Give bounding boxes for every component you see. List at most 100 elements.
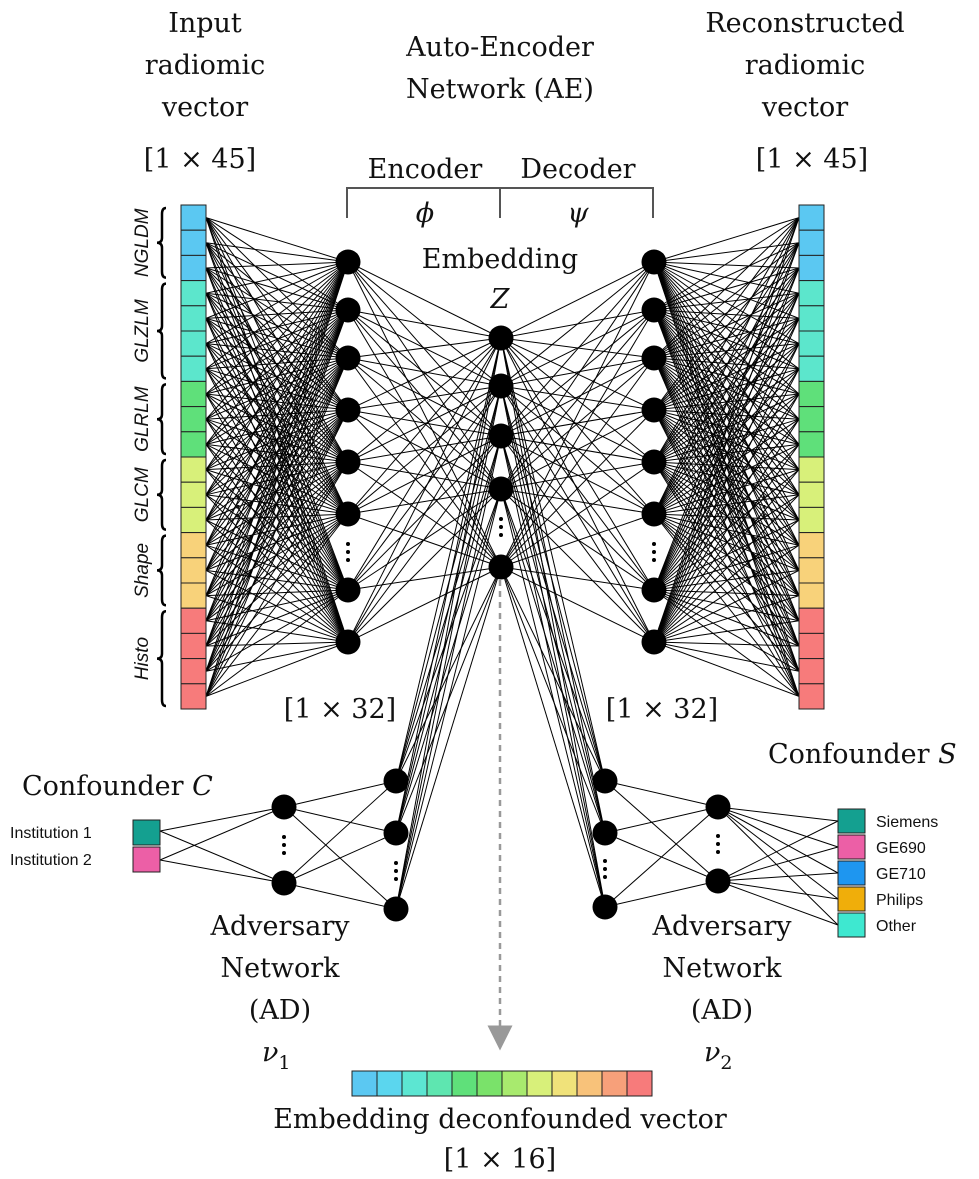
encoder-embedding-edge xyxy=(347,357,502,437)
embedding-adversary-right-edge xyxy=(500,385,606,782)
adversary-left-label-3: (AD) xyxy=(249,995,311,1026)
input-vector-cell xyxy=(180,254,207,282)
encoder-node xyxy=(335,297,361,323)
embedding-node xyxy=(488,423,514,449)
adversary-left-ellipsis xyxy=(282,843,286,847)
adversary-right-output-edge xyxy=(717,806,839,926)
decoder-output-edge xyxy=(653,309,800,445)
right-confounder-cell xyxy=(837,834,866,860)
input-encoder-edge xyxy=(205,261,349,445)
adversary-left-ellipsis xyxy=(394,869,398,873)
output-label-2: radiomic xyxy=(745,50,866,81)
embedding-deconfounded-vector xyxy=(351,1070,653,1097)
encoder-embedding-edge xyxy=(347,385,502,515)
output-vector-cell xyxy=(798,506,825,534)
decoder-output-edge xyxy=(653,242,800,359)
decoder-output-edge xyxy=(653,261,800,496)
encoder-embedding-edge xyxy=(347,337,502,515)
decoder-output-edge xyxy=(653,357,800,571)
encoder-embedding-edge xyxy=(347,435,502,591)
decoder-output-edge xyxy=(653,242,800,311)
embedding-decoder-edge xyxy=(500,435,655,463)
group-label-glzlm: GLZLM xyxy=(132,299,153,363)
adversary-left-symbol: ν1 xyxy=(262,1037,291,1074)
adversary-left-node xyxy=(271,870,297,896)
output-vector-cell xyxy=(798,431,825,458)
input-encoder-edge xyxy=(205,261,349,546)
decoder-output-edge xyxy=(653,309,800,395)
decoder-output-edge xyxy=(653,589,800,697)
decoder-node xyxy=(641,577,667,603)
input-vector-cell xyxy=(180,632,207,660)
adversary-right-edge xyxy=(604,806,719,834)
input-encoder-edge xyxy=(205,261,349,370)
adversary-left-node xyxy=(383,768,409,794)
input-encoder-edge xyxy=(205,242,349,263)
group-brace xyxy=(156,534,167,607)
input-encoder-edge xyxy=(205,267,349,311)
input-dimension: [1 × 45] xyxy=(144,144,256,175)
embedding-adversary-right-edge xyxy=(500,488,606,834)
bottom-vector-cell xyxy=(626,1070,653,1097)
decoder-output-edge xyxy=(653,261,800,672)
adversary-right-output-edge xyxy=(717,806,839,822)
encoder-ellipsis xyxy=(346,550,350,554)
adversary-right-node xyxy=(592,820,618,846)
group-brace xyxy=(156,383,167,456)
input-vector-cell xyxy=(180,280,207,307)
adversary-left-label-1: Adversary xyxy=(209,911,350,942)
output-vector-cell xyxy=(798,683,825,710)
decoder-output-edge xyxy=(653,513,800,672)
right-confounder-category: Siemens xyxy=(876,814,938,831)
input-vector-cell xyxy=(180,330,207,357)
embedding-adversary-left-edge xyxy=(395,337,502,782)
decoder-output-edge xyxy=(653,261,800,445)
left-confounder-cell xyxy=(132,846,161,873)
adversary-left-edge xyxy=(283,780,397,808)
encoder-embedding-edge xyxy=(347,309,502,437)
adversary-right-label-2: Network xyxy=(662,953,782,984)
decoder-output-edge xyxy=(653,357,800,672)
output-vector-cell xyxy=(798,406,825,433)
encoder-embedding-edge xyxy=(347,566,502,643)
input-encoder-edge xyxy=(205,309,349,697)
adversary-right-output-edge xyxy=(717,806,839,874)
decoder-output-edge xyxy=(653,217,800,263)
embedding-decoder-edge xyxy=(500,261,655,339)
embedding-node xyxy=(488,554,514,580)
input-encoder-edge xyxy=(205,242,349,359)
embedding-decoder-edge xyxy=(500,357,655,437)
output-label-1: Reconstructed xyxy=(705,8,904,39)
decoder-output-edge xyxy=(653,309,800,370)
bottom-vector-cell xyxy=(551,1070,578,1097)
bottom-vector-cell xyxy=(351,1070,378,1097)
embedding-decoder-edge xyxy=(500,435,655,643)
feature-group-braces: NGLDM GLZLM GLRLM GLCM Shape Histo xyxy=(132,206,167,708)
embedding-decoder-edge xyxy=(500,385,655,411)
right-confounder-cell xyxy=(837,886,866,912)
decoder-output-edge xyxy=(653,309,800,420)
decoder-output-edge xyxy=(653,309,800,345)
embedding-decoder-edge xyxy=(500,357,655,387)
group-brace xyxy=(156,206,167,279)
encoder-decoder-bracket xyxy=(346,187,654,218)
embedding-ellipsis xyxy=(499,533,503,537)
decoder-output-edge xyxy=(653,261,800,294)
encoder-embedding-edge xyxy=(347,357,502,387)
output-vector-cell xyxy=(798,607,825,634)
group-brace xyxy=(156,282,167,380)
input-vector-cell xyxy=(180,582,207,609)
decoder-output-edge xyxy=(653,261,800,621)
group-label-ngldm: NGLDM xyxy=(132,208,153,277)
decoder-output-edge xyxy=(653,309,800,496)
embedding-decoder-edge xyxy=(500,337,655,359)
embedding-adversary-left-edge xyxy=(395,337,502,910)
adversary-left-output-edge xyxy=(159,806,285,832)
embedding-node xyxy=(488,325,514,351)
input-encoder-edge xyxy=(205,513,349,672)
output-vector-cell xyxy=(798,582,825,609)
input-encoder-edge xyxy=(205,357,349,672)
decoder-node xyxy=(641,629,667,655)
embedding-ellipsis xyxy=(499,517,503,521)
group-label-glcm: GLCM xyxy=(132,467,153,522)
